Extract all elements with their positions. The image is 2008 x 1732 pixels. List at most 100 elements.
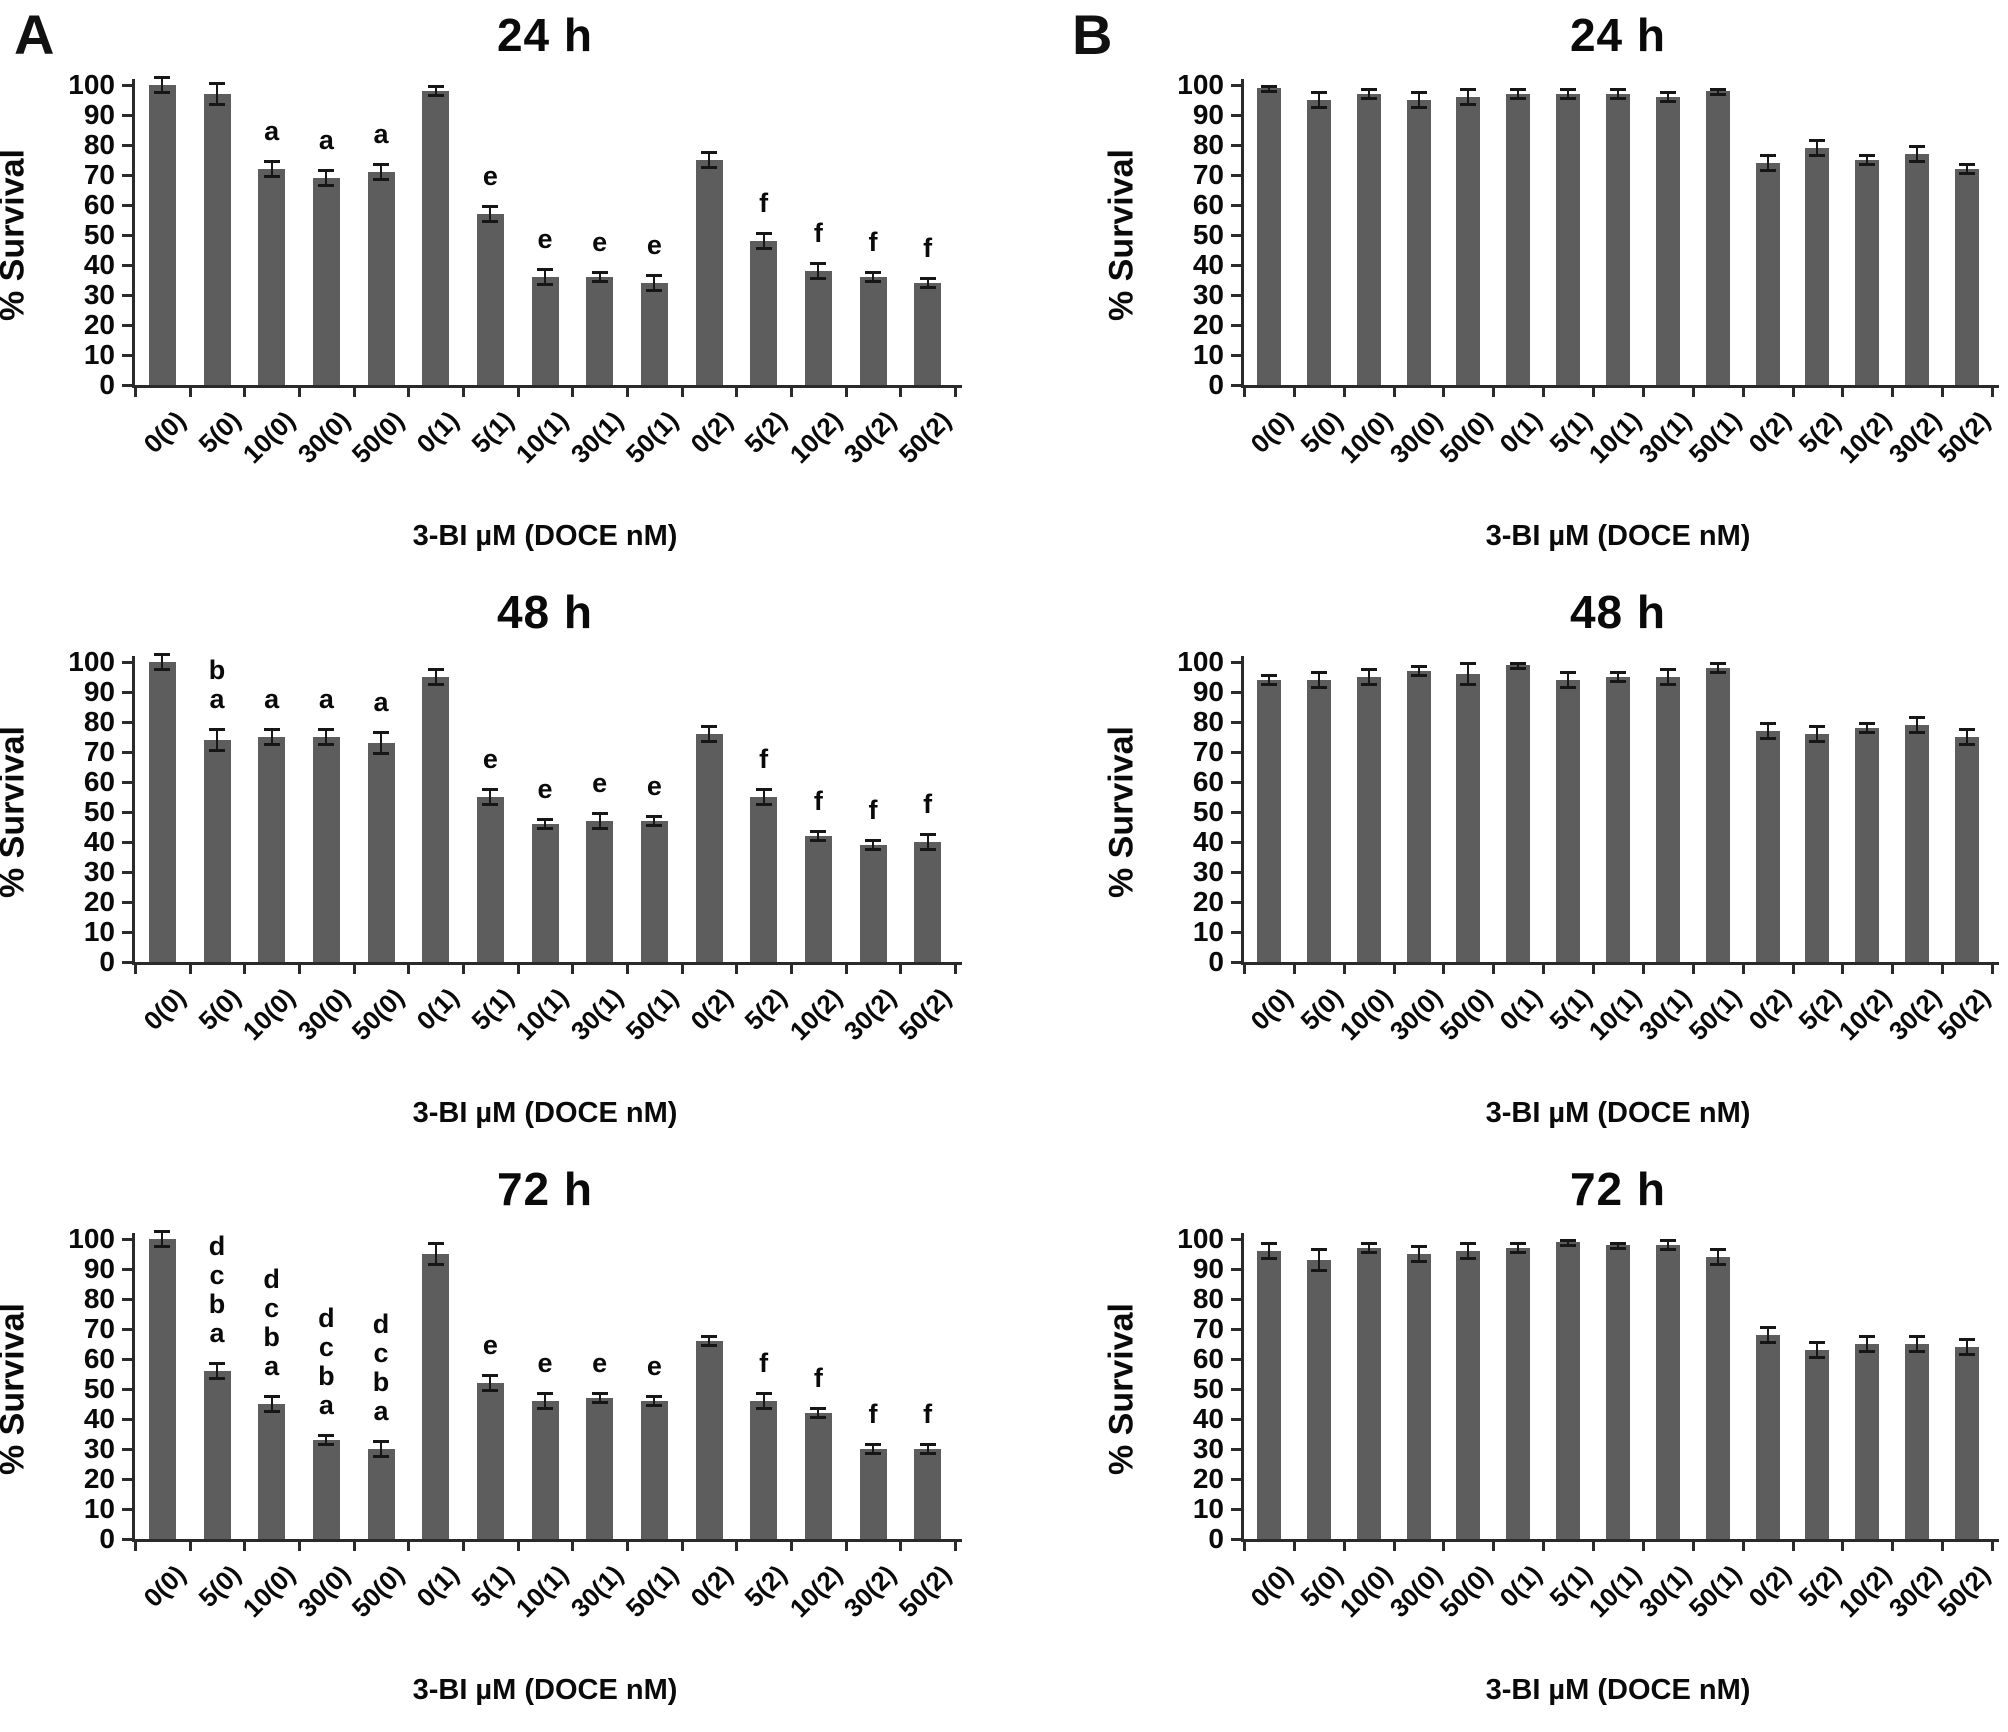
- y-tick-mark: [122, 901, 132, 904]
- x-tick-mark: [1243, 388, 1246, 397]
- x-tick-mark: [1691, 1542, 1695, 1551]
- significance-letter: a: [264, 684, 280, 714]
- x-tick-mark: [626, 965, 629, 974]
- x-tick-mark: [1791, 388, 1795, 397]
- significance-letter: f: [759, 744, 769, 774]
- y-tick-mark: [1231, 781, 1241, 784]
- y-tick-label: 10: [1192, 916, 1224, 947]
- significance-letter: a: [373, 687, 389, 717]
- error-bar-line: [708, 728, 710, 740]
- y-tick-label: 20: [1192, 886, 1224, 917]
- y-tick-label: 70: [1192, 1313, 1224, 1344]
- x-tick-label: 50(1): [619, 1559, 684, 1624]
- y-tick-label: 10: [1192, 1493, 1224, 1524]
- x-tick-mark: [1292, 388, 1296, 397]
- error-bar: [1709, 88, 1726, 96]
- x-axis-title: 3-BI µM (DOCE nM): [1485, 520, 1751, 552]
- error-bar-line: [872, 842, 874, 848]
- x-tick-label: 50(0): [1433, 982, 1498, 1047]
- error-bar: [1809, 139, 1826, 157]
- error-bar: [1909, 145, 1926, 163]
- x-tick-label: 5(1): [465, 982, 520, 1036]
- y-tick-label: 60: [83, 189, 115, 220]
- significance-letter: a: [209, 1318, 225, 1348]
- x-tick-label: 30(1): [564, 405, 629, 470]
- x-tick-label: 50(1): [1682, 1559, 1747, 1624]
- bar-5(0): [1306, 1260, 1331, 1539]
- error-bar: [209, 82, 225, 106]
- error-bar: [1260, 85, 1277, 93]
- x-tick-mark: [1243, 965, 1246, 974]
- x-tick-label: 0(2): [1742, 1559, 1797, 1613]
- error-bar-line: [1716, 665, 1719, 671]
- y-tick-label: 50: [1192, 796, 1224, 827]
- x-axis-line: [132, 1539, 962, 1542]
- y-tick-mark: [1231, 174, 1241, 177]
- x-tick-mark: [1592, 1542, 1596, 1551]
- error-bar: [755, 232, 772, 250]
- significance-letter: c: [264, 1293, 280, 1323]
- bar-30(1): [586, 1398, 614, 1539]
- bar-5(2): [750, 797, 778, 962]
- x-tick-mark: [1641, 965, 1645, 974]
- bar-30(1): [1655, 1245, 1680, 1539]
- error-bar-line: [926, 280, 929, 286]
- y-axis-line: [132, 79, 135, 385]
- significance-letters: e: [468, 162, 512, 191]
- y-tick-mark: [1231, 384, 1241, 387]
- y-tick-mark: [122, 384, 132, 387]
- x-tick-mark: [1542, 388, 1546, 397]
- y-tick-label: 20: [1192, 309, 1224, 340]
- y-tick-mark: [1231, 1418, 1241, 1421]
- y-tick-mark: [122, 931, 132, 934]
- chart-b-24h: 24 h % Survival 0 10 20 30 40 50 60 70 80 90 100 0(0)…: [1004, 0, 2008, 577]
- bar-0(1): [1506, 665, 1531, 962]
- y-tick-label: 40: [1192, 826, 1224, 857]
- error-bar-line: [1367, 91, 1370, 97]
- error-bar-line: [325, 172, 328, 184]
- bar-30(2): [1905, 725, 1930, 962]
- error-bar: [154, 653, 171, 671]
- x-tick-mark: [790, 965, 793, 974]
- x-tick-mark: [188, 965, 192, 974]
- x-tick-mark: [1492, 388, 1496, 397]
- error-bar-line: [762, 791, 765, 803]
- error-bar-line: [544, 1395, 546, 1407]
- y-axis-label-text: % Survival: [0, 726, 32, 898]
- x-tick-label: 50(0): [346, 1559, 411, 1624]
- bar-0(0): [148, 85, 176, 385]
- error-bar-line: [161, 656, 164, 668]
- y-tick-mark: [122, 1328, 132, 1331]
- x-axis-line: [1241, 385, 1999, 388]
- y-tick-mark: [122, 144, 132, 147]
- error-bar-line: [1617, 674, 1619, 680]
- x-tick-mark: [954, 388, 957, 397]
- bar-5(2): [1805, 148, 1830, 385]
- y-tick-mark: [122, 1238, 132, 1241]
- significance-letters: f: [906, 1400, 950, 1429]
- error-bar-line: [872, 274, 874, 280]
- error-bar: [919, 1443, 936, 1455]
- x-tick-mark: [1641, 1542, 1645, 1551]
- error-bar: [701, 151, 717, 169]
- x-tick-mark: [298, 388, 301, 397]
- chart-title: 24 h: [496, 9, 594, 61]
- error-bar-line: [380, 734, 382, 752]
- y-tick-label: 80: [1192, 706, 1224, 737]
- x-tick-mark: [1841, 965, 1845, 974]
- error-bar: [755, 788, 772, 806]
- error-bar-line: [489, 791, 492, 803]
- error-bar-line: [1716, 1251, 1719, 1263]
- x-tick-mark: [1691, 965, 1695, 974]
- y-tick-mark: [122, 781, 132, 784]
- error-bar: [919, 833, 936, 851]
- error-bar-line: [270, 731, 273, 743]
- error-bar: [1360, 668, 1377, 686]
- y-tick-mark: [1231, 294, 1241, 297]
- y-tick-mark: [1231, 234, 1241, 237]
- y-tick-label: 50: [1192, 1373, 1224, 1404]
- x-tick-mark: [735, 1542, 739, 1551]
- x-axis-line: [132, 385, 962, 388]
- error-bar-line: [1367, 671, 1370, 683]
- x-tick-label: 50(2): [892, 405, 957, 470]
